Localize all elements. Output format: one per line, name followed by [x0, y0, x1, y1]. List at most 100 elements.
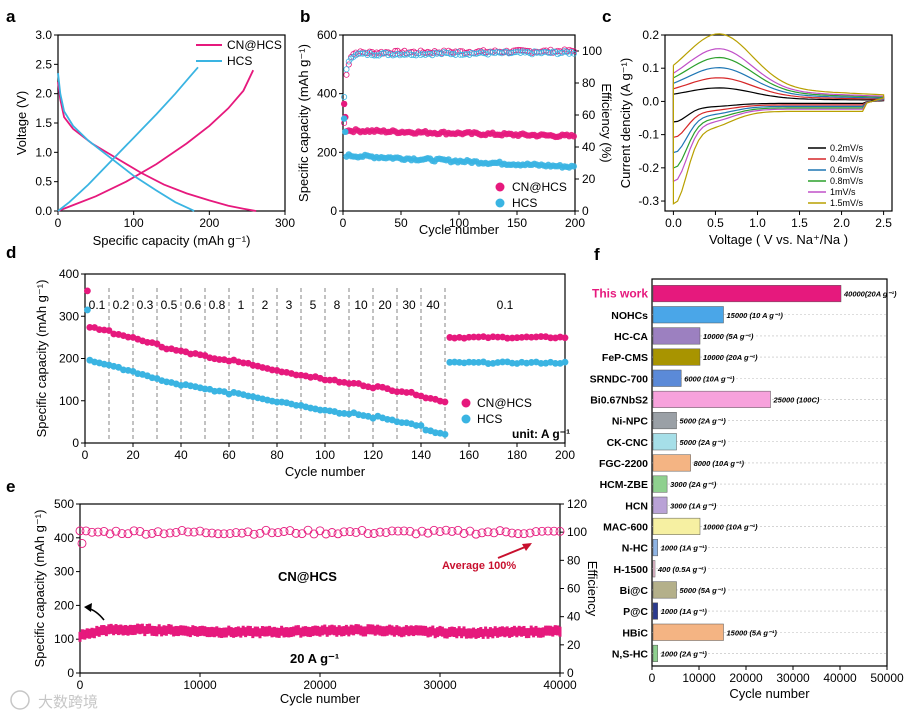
chart-d-rate-label: 0.5 [161, 298, 178, 312]
chart-d-ytick-label: 0 [72, 436, 79, 450]
chart-e-capacity-point [371, 624, 375, 635]
chart-e-capacity-point [551, 626, 555, 637]
chart-e-capacity-point [107, 624, 111, 635]
chart-d-point [494, 333, 502, 341]
chart-b-efficiency-point [447, 51, 454, 58]
chart-f-bar-label: HC-CA [614, 331, 648, 343]
chart-e-efficiency-point [183, 527, 193, 537]
chart-b-efficiency-point [570, 50, 577, 57]
chart-a-series-0-charge [57, 69, 255, 212]
chart-d-point [537, 333, 545, 340]
chart-f-bar-label: FeP-CMS [602, 352, 648, 364]
chart-d-xtick-label: 200 [555, 448, 575, 462]
chart-e-capacity-point [90, 627, 94, 638]
chart-e-efficiency-point [105, 529, 115, 539]
chart-e-capacity-point [361, 626, 365, 637]
chart-e-long-cycling: 0 10000 20000 30000 400000100200300400500020… [32, 497, 600, 706]
chart-b-efficiency-point [510, 49, 517, 56]
chart-a-ytick-label: 3.0 [35, 28, 52, 42]
chart-d-point [499, 358, 506, 366]
chart-e-efficiency-point [477, 528, 487, 538]
chart-b-efficiency-point [355, 50, 362, 57]
chart-e-capacity-point [104, 626, 108, 637]
chart-f-bar-note: 1000 (1A g⁻¹) [661, 607, 708, 616]
chart-f-bar-label: H-1500 [614, 564, 649, 576]
chart-f-bar [652, 390, 771, 408]
chart-e-capacity-point [388, 624, 392, 635]
chart-e-capacity-point [143, 626, 147, 637]
chart-b-legend-marker-1 [495, 198, 505, 208]
chart-e-capacity-point [328, 625, 332, 636]
chart-f-bar-label: MAC-600 [603, 521, 648, 533]
chart-e-capacity-point [236, 626, 240, 637]
chart-e-capacity-point [196, 626, 200, 637]
panel-label-a: a [6, 7, 16, 26]
chart-d-xtick-label: 180 [507, 448, 527, 462]
chart-b-efficiency-point [343, 71, 350, 78]
chart-d-rate-label: 40 [426, 298, 440, 312]
chart-f-bar-note: 25000 (100C) [773, 395, 820, 404]
chart-b-xtick-label: 0 [340, 216, 347, 230]
chart-a-series-1-charge [57, 66, 199, 212]
chart-f-bar-label: CK-CNC [607, 437, 649, 449]
chart-d-xlabel: Cycle number [285, 464, 366, 479]
chart-f-bar-note: 5000 (2A g⁻¹) [680, 438, 727, 447]
chart-b-efficiency-point [459, 51, 466, 58]
chart-e-capacity-point [486, 628, 490, 639]
chart-e-efficiency-point [87, 527, 97, 537]
chart-c-legend-label-0: 0.2mV/s [830, 143, 864, 153]
chart-e-efficiency-point [153, 527, 163, 537]
chart-e-capacity-point [431, 625, 435, 636]
panel-label-c: c [602, 7, 611, 26]
chart-e-capacity-point [80, 629, 84, 640]
chart-e-capacity-point [258, 628, 262, 639]
chart-e-capacity-point [472, 627, 476, 638]
chart-b-efficiency-point [392, 51, 399, 58]
chart-a-legend-label-1: HCS [227, 54, 252, 68]
chart-e-capacity-point [488, 627, 492, 638]
chart-d-point [292, 371, 300, 379]
chart-e-efficiency-point [309, 529, 319, 539]
chart-e-capacity-point [220, 628, 224, 639]
chart-e-capacity-point [268, 625, 272, 636]
chart-e-capacity-point [83, 629, 87, 640]
chart-e-capacity-point [443, 628, 447, 639]
chart-e-capacity-point [284, 627, 288, 638]
chart-f-bar-note: 3000 (2A g⁻¹) [670, 480, 717, 489]
chart-f-bar [652, 348, 701, 366]
chart-e-capacity-point [210, 626, 214, 637]
chart-e-capacity-point [140, 623, 144, 634]
chart-e-capacity-point [256, 626, 260, 637]
chart-c-xtick-label: 2.0 [833, 216, 850, 230]
chart-e-efficiency-point [543, 526, 553, 536]
chart-e-capacity-point [332, 625, 336, 636]
chart-d-rate-performance: 0 20 40 60 80 100 120 140 160 180 2000100200300400… [34, 267, 575, 479]
chart-e-capacity-point [337, 625, 341, 636]
chart-e-efficiency-point [189, 527, 199, 537]
chart-e-capacity-point [548, 625, 552, 636]
chart-d-legend-label-1: HCS [477, 412, 502, 426]
chart-d-point [398, 419, 406, 426]
chart-d-point [163, 345, 171, 353]
chart-e-capacity-point [481, 628, 485, 639]
chart-d-unit-label: unit: A g⁻¹ [512, 427, 570, 441]
chart-d-point [547, 334, 554, 342]
chart-a-ytick-label: 1.0 [35, 145, 52, 159]
chart-a-ytick-label: 1.5 [35, 116, 52, 130]
chart-e-capacity-point [181, 625, 185, 636]
chart-e-capacity-point [404, 625, 408, 636]
chart-e-capacity-point [174, 625, 178, 636]
chart-e-capacity-point [397, 626, 401, 637]
chart-b-efficiency-point [368, 52, 375, 59]
chart-c-ylabel: Current dencity (A g⁻¹) [618, 58, 633, 188]
chart-e-capacity-point [313, 625, 317, 636]
chart-d-xtick-label: 0 [82, 448, 89, 462]
chart-c-series-2 [672, 66, 885, 154]
chart-c-series-4 [672, 48, 885, 183]
chart-d-legend-label-0: CN@HCS [477, 396, 532, 410]
chart-e-capacity-point [407, 626, 411, 637]
chart-b-xtick-label: 100 [449, 216, 469, 230]
chart-f-bar-label: Bi0.67NbS2 [590, 394, 648, 406]
chart-a-xtick-label: 0 [55, 216, 62, 230]
chart-c-ytick-label: -0.3 [638, 194, 659, 208]
